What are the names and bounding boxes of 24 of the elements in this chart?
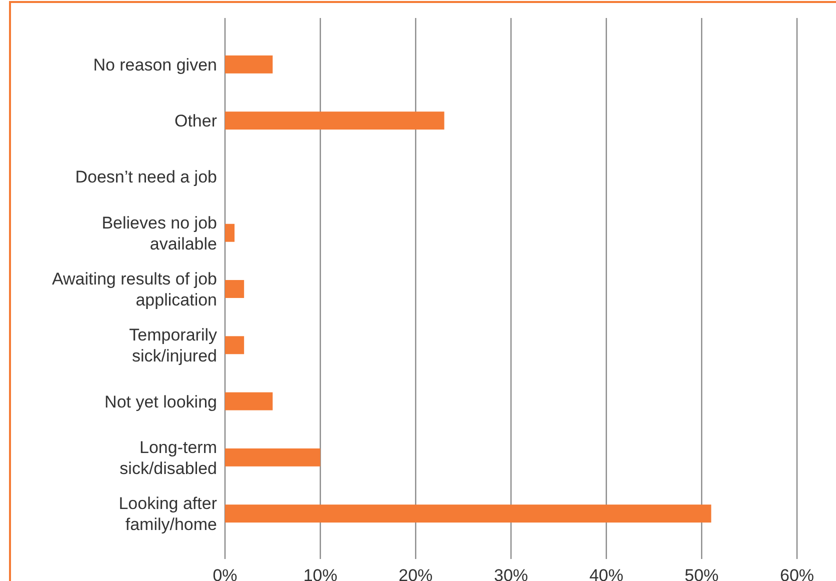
y-tick-label: No reason given [93,55,217,74]
bar [225,448,320,466]
y-tick-label: Awaiting results of job application [52,270,217,310]
bar [225,392,273,410]
x-tick-label: 30% [494,566,528,581]
y-tick-label: Doesn’t need a job [75,168,217,187]
bar [225,504,712,523]
x-tick-label: 10% [303,566,338,581]
x-tick-label: 20% [398,566,433,581]
y-tick-label: Long-term sick/disabled [120,438,217,478]
x-tick-label: 60% [780,566,814,581]
y-tick-label: Looking after family/home [118,494,218,534]
x-tick-label: 0% [212,566,238,581]
x-tick-label: 50% [684,566,719,581]
bar [225,55,273,74]
bar [225,280,244,298]
y-tick-label: Other [174,112,218,131]
bar [225,224,235,242]
x-tick-label: 40% [589,566,624,581]
y-tick-label: Believes no job available [102,213,217,254]
y-tick-label: Temporarily sick/injured [129,326,218,366]
bar [225,112,444,130]
y-tick-label: Not yet looking [104,392,217,412]
bar [225,336,244,354]
